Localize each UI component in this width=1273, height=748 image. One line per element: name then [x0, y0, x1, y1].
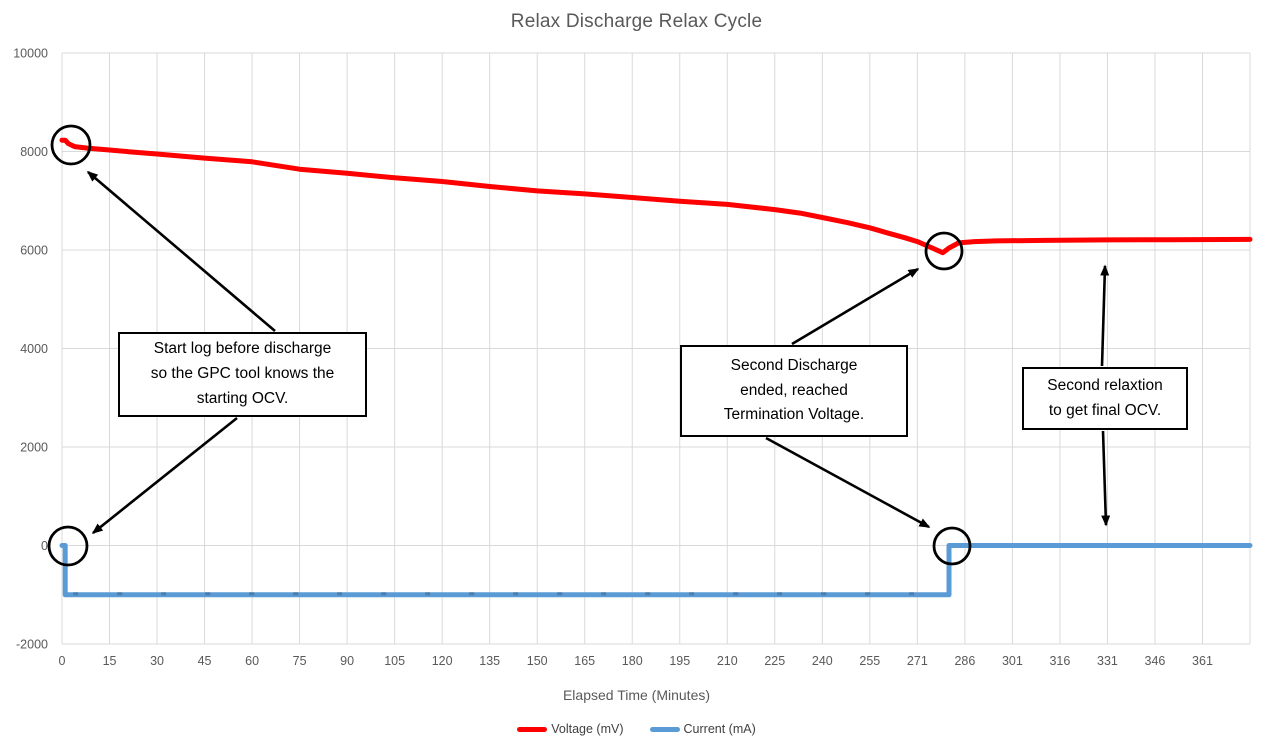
- discharge-end-current-circle[interactable]: [932, 526, 972, 566]
- x-tick-label: 331: [1097, 654, 1118, 668]
- y-tick-label: 2000: [20, 441, 48, 455]
- x-tick-label: 225: [764, 654, 785, 668]
- data-series: [59, 137, 1253, 598]
- x-tick-label: 105: [384, 654, 405, 668]
- annotation-text-line: so the GPC tool knows the: [150, 365, 335, 383]
- y-tick-label: 10000: [13, 47, 48, 61]
- x-tick-label: 195: [669, 654, 690, 668]
- x-tick-label: 45: [198, 654, 212, 668]
- x-tick-label: 180: [622, 654, 643, 668]
- arrow-to-start-voltage[interactable]: [86, 171, 276, 332]
- annotation-text-line: Start log before discharge: [153, 340, 332, 358]
- x-tick-label: 346: [1145, 654, 1166, 668]
- annotation-text-line: to get final OCV.: [1048, 401, 1162, 419]
- y-tick-label: 0: [41, 539, 48, 553]
- x-tick-label: 286: [954, 654, 975, 668]
- annotation-text-line: ended, reached: [740, 381, 848, 399]
- voltage-legend-swatch-icon: [517, 726, 548, 732]
- start-voltage-circle[interactable]: [50, 124, 92, 166]
- current-legend-swatch-icon: [649, 726, 680, 732]
- x-tick-label: 301: [1002, 654, 1023, 668]
- arrow-to-termination-voltage[interactable]: [791, 267, 920, 346]
- x-tick-label: 15: [103, 654, 117, 668]
- annotation-shapes: [47, 124, 1111, 567]
- x-tick-label: 135: [479, 654, 500, 668]
- voltage-legend-label: Voltage (mV): [551, 722, 624, 736]
- annotation-text-line: Second relaxtion: [1047, 376, 1163, 394]
- legend: Voltage (mV) Current (mA): [0, 718, 1273, 740]
- x-tick-label: 165: [574, 654, 595, 668]
- x-tick-label: 60: [245, 654, 259, 668]
- x-axis-title[interactable]: Elapsed Time (Minutes): [562, 687, 711, 703]
- arrow-to-start-current[interactable]: [91, 416, 238, 535]
- arrow-to-end-current[interactable]: [765, 436, 931, 529]
- x-tick-label: 361: [1192, 654, 1213, 668]
- annotation-text-line: Termination Voltage.: [723, 406, 865, 424]
- x-tick-label: 75: [293, 654, 307, 668]
- y-tick-label: -2000: [16, 638, 48, 652]
- x-tick-label: 150: [527, 654, 548, 668]
- annotation-box-start-log[interactable]: Start log before discharge so the GPC too…: [118, 332, 367, 417]
- x-tick-label: 120: [432, 654, 453, 668]
- current-legend-label: Current (mA): [683, 722, 756, 736]
- current-line: [59, 543, 1253, 598]
- arrow-down-final-current[interactable]: [1101, 430, 1111, 527]
- arrow-up-final-ocv[interactable]: [1100, 264, 1110, 367]
- annotation-box-second-discharge[interactable]: Second Discharge ended, reached Terminatio…: [680, 345, 908, 437]
- x-tick-label: 240: [812, 654, 833, 668]
- voltage-line: [59, 137, 1253, 256]
- x-tick-label: 271: [907, 654, 928, 668]
- legend-item-voltage[interactable]: Voltage (mV): [517, 722, 624, 736]
- y-tick-label: 6000: [20, 244, 48, 258]
- y-tick-label: 4000: [20, 342, 48, 356]
- start-current-circle[interactable]: [47, 525, 89, 567]
- annotation-box-second-relaxation[interactable]: Second relaxtion to get final OCV.: [1022, 367, 1188, 430]
- x-tick-label: 90: [340, 654, 354, 668]
- x-tick-label: 30: [150, 654, 164, 668]
- annotation-text-line: starting OCV.: [196, 389, 289, 407]
- x-tick-label: 210: [717, 654, 738, 668]
- x-tick-label: 316: [1049, 654, 1070, 668]
- termination-voltage-circle[interactable]: [924, 231, 964, 271]
- legend-item-current[interactable]: Current (mA): [649, 722, 756, 736]
- x-tick-label: 255: [859, 654, 880, 668]
- annotation-text-line: Second Discharge: [730, 356, 858, 374]
- chart-title[interactable]: Relax Discharge Relax Cycle: [510, 11, 763, 32]
- axis-tick-labels: 10000 8000 6000 4000 2000 0 -2000 0 15 30 45 60 75 90…: [13, 47, 1213, 669]
- x-tick-label: 0: [59, 654, 66, 668]
- y-tick-label: 8000: [20, 145, 48, 159]
